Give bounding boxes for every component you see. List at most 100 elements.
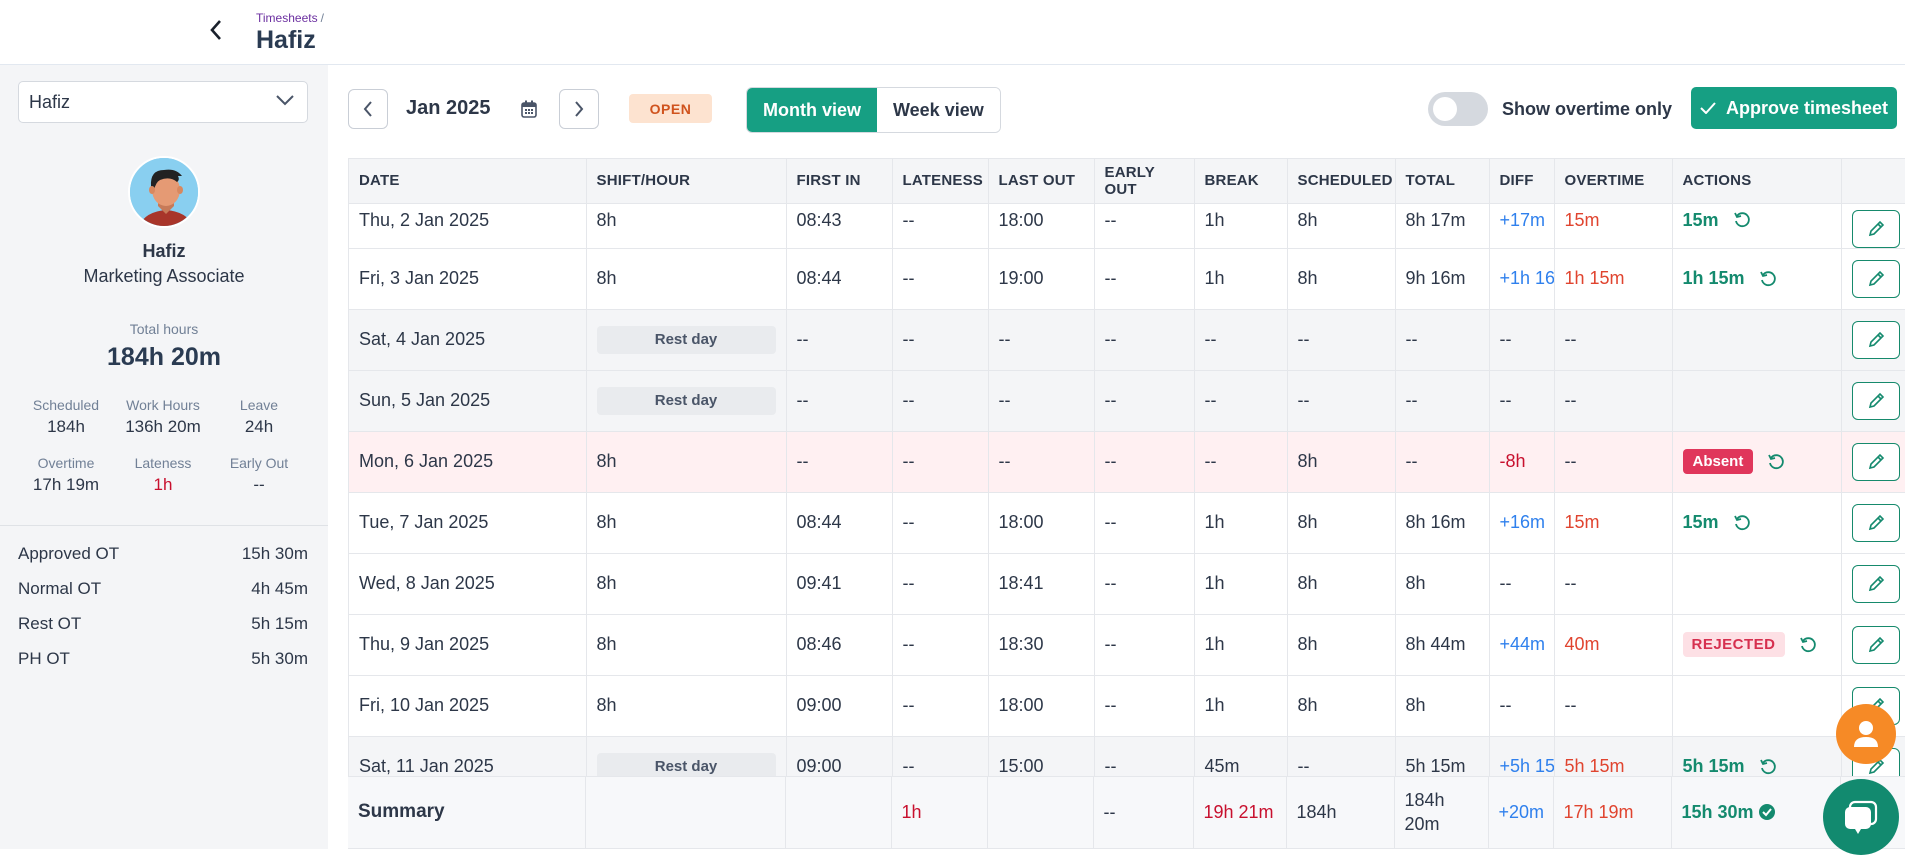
pencil-icon	[1868, 392, 1884, 408]
cell-total: 8h 44m	[1395, 614, 1490, 676]
ot-value: 15h 30m	[241, 544, 308, 563]
edit-row-button[interactable]	[1851, 564, 1900, 603]
calendar-icon[interactable]	[521, 100, 537, 123]
col-overtime[interactable]: OVERTIME	[1554, 159, 1673, 204]
undo-icon[interactable]	[1799, 636, 1817, 654]
pencil-icon	[1868, 575, 1884, 591]
edit-row-button[interactable]	[1851, 442, 1900, 481]
cell-overtime: --	[1554, 431, 1673, 493]
summary-total: 184h 20m	[1394, 777, 1489, 849]
edit-row-button[interactable]	[1851, 503, 1900, 542]
stat-label: Lateness	[134, 455, 192, 471]
edit-row-button[interactable]	[1851, 320, 1900, 359]
col-first-in[interactable]: FIRST IN	[786, 159, 893, 204]
summary-empty	[585, 777, 786, 849]
cell-actions: 15m	[1672, 203, 1842, 249]
undo-icon[interactable]	[1767, 453, 1785, 471]
rest-day-pill: Rest day	[596, 325, 776, 354]
prev-month-button[interactable]	[348, 89, 388, 129]
chevron-left-icon	[363, 101, 372, 117]
ot-normal-row: Normal OT 4h 45m	[18, 579, 308, 599]
month-view-tab[interactable]: Month view	[747, 88, 877, 132]
cell-lateness: --	[892, 370, 989, 432]
cell-scheduled: --	[1287, 370, 1396, 432]
overtime-only-toggle[interactable]	[1428, 92, 1488, 126]
stat-value: 136h 20m	[125, 417, 201, 436]
col-date[interactable]: DATE	[349, 159, 587, 204]
edit-row-button[interactable]	[1851, 381, 1900, 420]
summary-approved: 15h 30m	[1681, 801, 1754, 822]
cell-scheduled: 8h	[1287, 203, 1396, 249]
undo-icon[interactable]	[1759, 758, 1777, 776]
col-scheduled[interactable]: SCHEDULED	[1287, 159, 1396, 204]
breadcrumb-timesheets-link[interactable]: Timesheets	[256, 11, 318, 25]
cell-edit	[1841, 309, 1905, 371]
summary-approved-cell: 15h 30m	[1671, 777, 1841, 849]
col-break[interactable]: BREAK	[1194, 159, 1288, 204]
stat-label: Work Hours	[126, 397, 200, 413]
undo-icon[interactable]	[1759, 270, 1777, 288]
undo-icon[interactable]	[1733, 514, 1751, 532]
user-support-button[interactable]	[1836, 704, 1896, 764]
employee-select-value: Hafiz	[29, 91, 71, 112]
back-button[interactable]	[204, 16, 228, 44]
cell-last-out: 18:41	[988, 553, 1095, 615]
stat-value: 17h 19m	[32, 475, 100, 494]
cell-shift: 8h	[586, 431, 787, 493]
col-early-out[interactable]: EARLY OUT	[1094, 159, 1195, 204]
next-month-button[interactable]	[559, 89, 599, 129]
col-lateness[interactable]: LATENESS	[892, 159, 989, 204]
ot-label: Normal OT	[18, 579, 102, 598]
chevron-left-icon	[210, 20, 221, 40]
pencil-icon	[1868, 514, 1884, 530]
cell-first-in: --	[786, 370, 893, 432]
pencil-icon	[1868, 270, 1884, 286]
edit-row-button[interactable]	[1851, 209, 1900, 247]
cell-overtime: 40m	[1554, 614, 1673, 676]
cell-date: Thu, 9 Jan 2025	[349, 614, 587, 676]
cell-lateness: --	[892, 492, 989, 554]
employee-select[interactable]: Hafiz	[18, 81, 308, 123]
approve-timesheet-button[interactable]: Approve timesheet	[1691, 87, 1897, 129]
approved-ot-value: 15m	[1682, 209, 1719, 230]
cell-scheduled: 8h	[1287, 675, 1396, 737]
cell-first-in: 08:44	[786, 248, 893, 310]
table-row: Thu, 9 Jan 2025 8h 08:46 -- 18:30 -- 1h …	[349, 614, 1905, 676]
cell-total: --	[1395, 309, 1490, 371]
cell-early-out: --	[1094, 553, 1195, 615]
cell-edit	[1841, 431, 1905, 493]
week-view-tab[interactable]: Week view	[877, 88, 1000, 132]
col-shift[interactable]: SHIFT/HOUR	[586, 159, 787, 204]
cell-lateness: --	[892, 675, 989, 737]
cell-first-in: 08:44	[786, 492, 893, 554]
check-icon	[1700, 102, 1716, 114]
col-total[interactable]: TOTAL	[1395, 159, 1490, 204]
cell-first-in: --	[786, 431, 893, 493]
edit-row-button[interactable]	[1851, 625, 1900, 664]
view-toggle: Month view Week view	[746, 87, 1001, 133]
cell-early-out: --	[1094, 614, 1195, 676]
summary-scheduled: 184h	[1286, 777, 1395, 849]
col-last-out[interactable]: LAST OUT	[988, 159, 1095, 204]
table-row: Sun, 5 Jan 2025 Rest day -- -- -- -- -- …	[349, 370, 1905, 432]
cell-actions	[1672, 309, 1842, 371]
col-diff[interactable]: DIFF	[1489, 159, 1555, 204]
stat-value: 1h	[153, 475, 173, 494]
undo-icon[interactable]	[1733, 211, 1751, 229]
user-icon	[1854, 721, 1878, 747]
chat-button[interactable]	[1823, 779, 1899, 855]
cell-shift: 8h	[586, 203, 787, 249]
cell-actions	[1672, 675, 1842, 737]
cell-early-out: --	[1094, 203, 1195, 249]
ot-value: 4h 45m	[251, 579, 308, 598]
summary-early-out: --	[1093, 777, 1194, 849]
employee-name: Hafiz	[142, 241, 186, 261]
employee-role: Marketing Associate	[83, 266, 245, 286]
summary-empty	[987, 777, 1094, 849]
cell-first-in: 08:46	[786, 614, 893, 676]
edit-row-button[interactable]	[1851, 259, 1900, 298]
cell-edit	[1841, 492, 1905, 554]
employee-sidebar: Hafiz Hafiz Marketing Associate Total ho…	[0, 65, 328, 849]
cell-date: Tue, 7 Jan 2025	[349, 492, 587, 554]
cell-scheduled: 8h	[1287, 614, 1396, 676]
